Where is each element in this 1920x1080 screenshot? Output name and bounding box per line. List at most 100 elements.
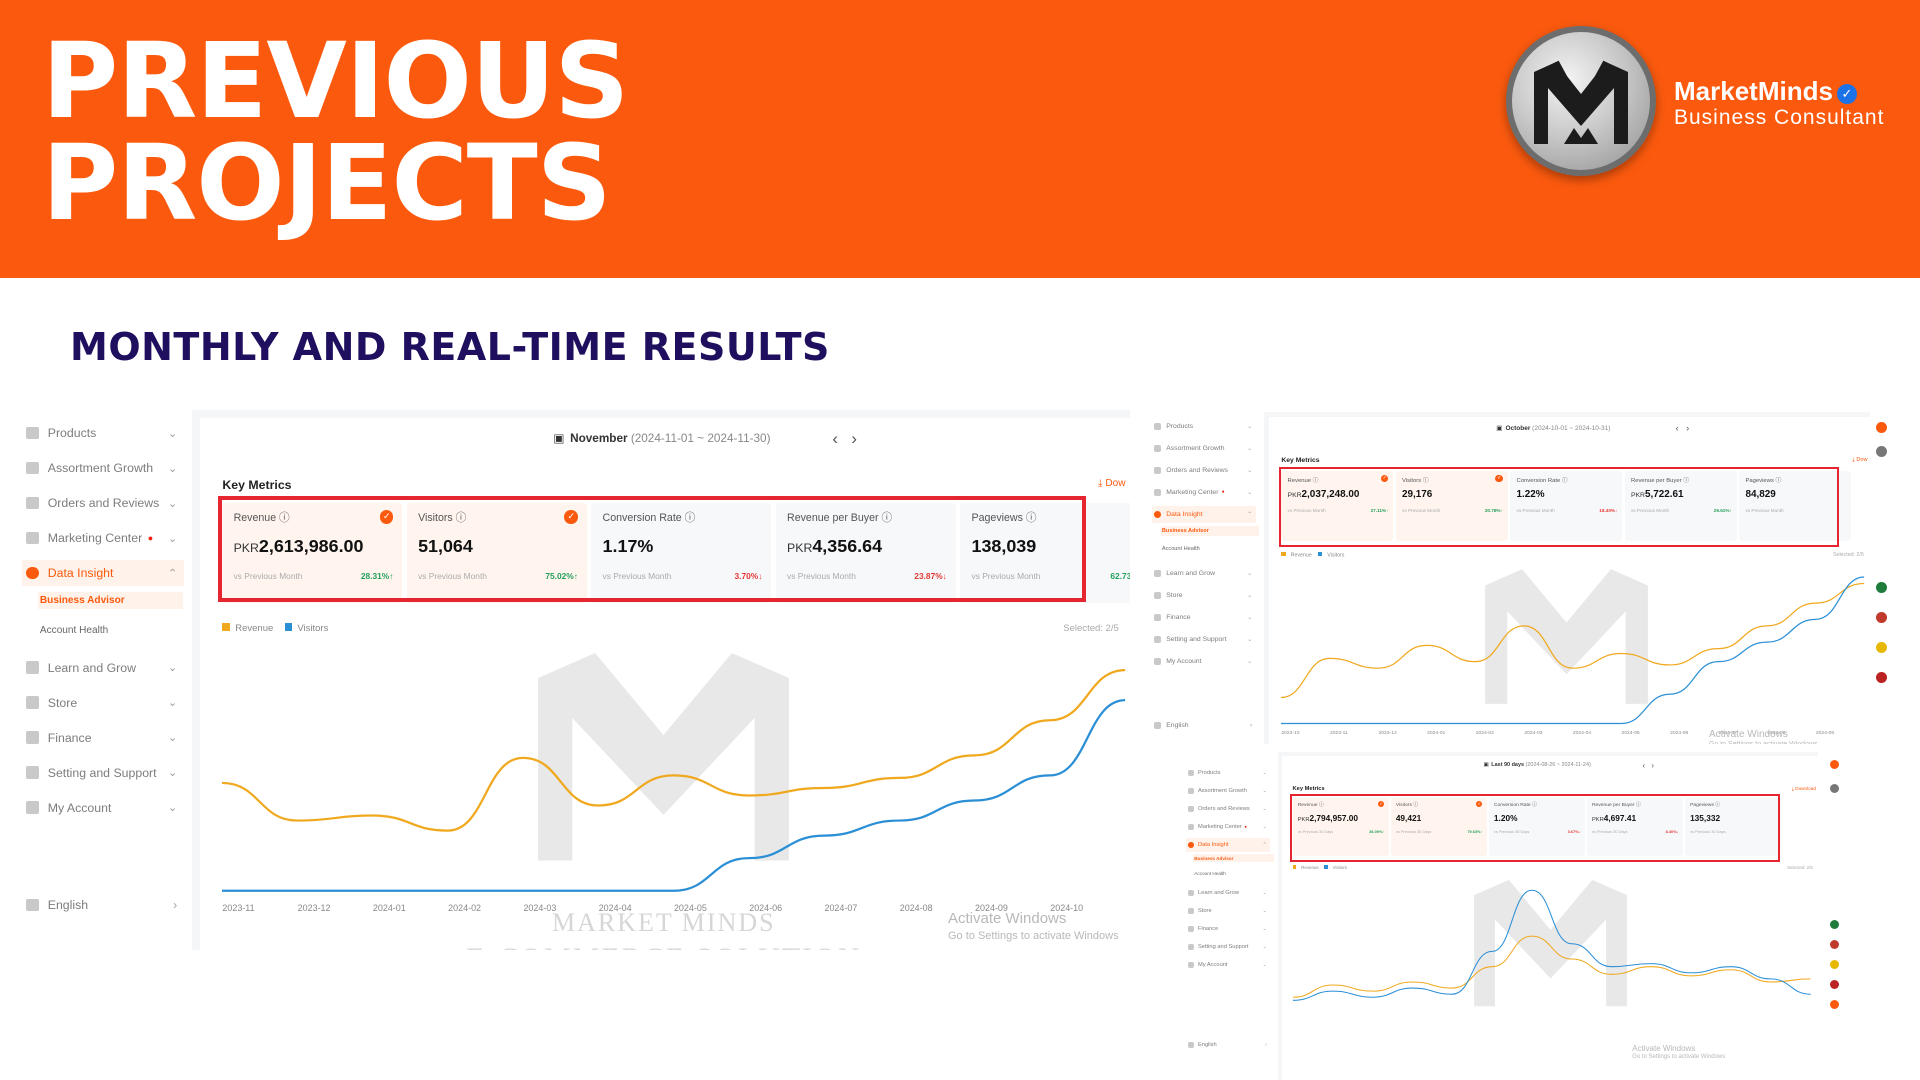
rail-icon[interactable]	[1876, 672, 1887, 683]
sidebar-item-data-insight[interactable]: Data Insight ⌃	[1152, 506, 1256, 523]
watermark-line-1: MARKET MINDS	[552, 908, 776, 937]
sidebar-sub-business-advisor[interactable]: Business Advisor	[1193, 854, 1274, 863]
period-nav[interactable]: ‹›	[1676, 423, 1697, 433]
legend-revenue[interactable]: Revenue	[1281, 551, 1312, 558]
rail-icon[interactable]	[1830, 980, 1839, 989]
sidebar-item-marketing-center[interactable]: Marketing Center ● ⌄	[1152, 484, 1256, 501]
period-nav[interactable]: ‹›	[1643, 761, 1661, 770]
download-button[interactable]: ⤓ Download	[1791, 786, 1816, 792]
date-range-picker[interactable]: ▣ October (2024-10-01 ~ 2024-10-31)	[1496, 424, 1610, 432]
download-button[interactable]: ⤓ Dow	[1098, 478, 1126, 489]
metric-card-pageviews[interactable]: Pageviews ⓘ 84,829 vs Previous Month	[1739, 470, 1852, 541]
sidebar-item-finance[interactable]: Finance ⌄	[22, 725, 184, 751]
sidebar-item-learn-and-grow[interactable]: Learn and Grow ⌄	[1152, 565, 1256, 582]
checked-icon[interactable]: ✓	[1476, 801, 1483, 808]
rail-icon[interactable]	[1830, 940, 1839, 949]
sidebar-item-my-account[interactable]: My Account ⌄	[1152, 653, 1256, 670]
sidebar-item-my-account[interactable]: My Account ⌄	[1186, 959, 1270, 973]
sidebar-item-store[interactable]: Store ⌄	[22, 690, 184, 716]
sidebar-item-data-insight[interactable]: Data Insight ⌃	[1186, 838, 1270, 852]
metric-card-revenue[interactable]: Revenue ⓘ ✓ PKR2,037,248.00 vs Previous Mon…	[1281, 470, 1394, 541]
checked-icon[interactable]: ✓	[564, 510, 578, 524]
date-range-picker[interactable]: ▣ Last 90 days (2024-08-26 ~ 2024-11-24)	[1484, 762, 1591, 768]
rail-icon[interactable]	[1876, 642, 1887, 653]
sidebar-item-finance[interactable]: Finance ⌄	[1186, 923, 1270, 937]
sidebar-item-learn-and-grow[interactable]: Learn and Grow ⌄	[22, 655, 184, 681]
metric-card-conversion-rate[interactable]: Conversion Rate ⓘ 1.22% vs Previous Month 1…	[1510, 470, 1623, 541]
metric-card-revenue[interactable]: Revenue ⓘ ✓ PKR2,794,957.00 vs Previous 30 …	[1292, 797, 1389, 856]
sidebar-sub-business-advisor[interactable]: Business Advisor	[37, 591, 184, 610]
legend-visitors[interactable]: Visitors	[284, 623, 328, 634]
metric-card-visitors[interactable]: Visitors ⓘ ✓ 49,421 vs Previous 30 Days 79.6…	[1390, 797, 1487, 856]
sidebar-item-learn-and-grow[interactable]: Learn and Grow ⌄	[1186, 887, 1270, 901]
sidebar-item-my-account[interactable]: My Account ⌄	[22, 795, 184, 821]
metric-compare-label: vs Previous 30 Days	[1297, 829, 1334, 835]
sidebar-sub-account-health[interactable]: Account Health	[1161, 546, 1200, 553]
sidebar-item-orders-and-reviews[interactable]: Orders and Reviews ⌄	[22, 490, 184, 516]
sidebar-item-marketing-center[interactable]: Marketing Center ● ⌄	[1186, 820, 1270, 834]
sidebar-item-marketing-center[interactable]: Marketing Center ● ⌄	[22, 525, 184, 551]
rail-icon[interactable]	[1830, 920, 1839, 929]
metric-card-revenue-per-buyer[interactable]: Revenue per Buyer ⓘ PKR5,722.61 vs Previou…	[1624, 470, 1737, 541]
language-selector[interactable]: English ›	[22, 898, 184, 912]
menu-icon	[26, 696, 39, 709]
sidebar-item-assortment-growth[interactable]: Assortment Growth ⌄	[22, 455, 184, 481]
rail-icon[interactable]	[1876, 422, 1887, 433]
legend-visitors[interactable]: Visitors	[1317, 551, 1344, 558]
checked-icon[interactable]: ✓	[1380, 474, 1389, 483]
sidebar-item-setting-and-support[interactable]: Setting and Support ⌄	[1186, 941, 1270, 955]
sidebar-item-data-insight[interactable]: Data Insight ⌃	[22, 560, 184, 587]
chevron-left-icon[interactable]: ‹	[1675, 423, 1687, 434]
metric-card-revenue-per-buyer[interactable]: Revenue per Buyer ⓘ PKR4,697.41 vs Previou…	[1586, 797, 1683, 856]
metric-card-visitors[interactable]: Visitors ⓘ ✓ 29,176 vs Previous Month 20.78%…	[1395, 470, 1508, 541]
sidebar-item-orders-and-reviews[interactable]: Orders and Reviews ⌄	[1186, 802, 1270, 816]
metric-card-visitors[interactable]: Visitors ⓘ ✓ 51,064 vs Previous Month 75.02%…	[406, 502, 587, 603]
globe-icon	[26, 898, 39, 912]
sidebar-item-store[interactable]: Store ⌄	[1186, 905, 1270, 919]
date-range-picker[interactable]: ▣ November (2024-11-01 ~ 2024-11-30)	[553, 431, 770, 445]
sidebar-item-setting-and-support[interactable]: Setting and Support ⌄	[1152, 631, 1256, 648]
sidebar-item-store[interactable]: Store ⌄	[1152, 587, 1256, 604]
metric-card-revenue[interactable]: Revenue ⓘ ✓ PKR2,613,986.00 vs Previous Mon…	[222, 502, 403, 603]
sidebar-sub-account-health[interactable]: Account Health	[1194, 871, 1226, 877]
metric-card-conversion-rate[interactable]: Conversion Rate ⓘ 1.20% vs Previous 30 Day…	[1488, 797, 1585, 856]
sidebar-item-products[interactable]: Products ⌄	[22, 420, 184, 446]
language-selector[interactable]: English ›	[1152, 722, 1256, 729]
sidebar-item-assortment-growth[interactable]: Assortment Growth ⌄	[1186, 784, 1270, 798]
chevron-left-icon[interactable]: ‹	[1642, 761, 1652, 771]
chevron-right-icon[interactable]: ›	[1686, 423, 1697, 434]
sidebar-item-orders-and-reviews[interactable]: Orders and Reviews ⌄	[1152, 462, 1256, 479]
sidebar-item-products[interactable]: Products ⌄	[1186, 766, 1270, 780]
rail-icon[interactable]	[1830, 1000, 1839, 1009]
metric-card-conversion-rate[interactable]: Conversion Rate ⓘ 1.17% vs Previous Month 3…	[591, 502, 772, 603]
sidebar-item-setting-and-support[interactable]: Setting and Support ⌄	[22, 760, 184, 786]
sidebar-item-products[interactable]: Products ⌄	[1152, 418, 1256, 435]
rail-icon[interactable]	[1876, 612, 1887, 623]
sidebar-item-finance[interactable]: Finance ⌄	[1152, 609, 1256, 626]
rail-icon[interactable]	[1830, 784, 1839, 793]
chevron-right-icon[interactable]: ›	[851, 429, 871, 449]
rail-icon[interactable]	[1876, 446, 1887, 457]
legend-revenue[interactable]: Revenue	[222, 623, 273, 634]
sidebar-sub-business-advisor[interactable]: Business Advisor	[1160, 525, 1260, 536]
sidebar-sub-account-health[interactable]: Account Health	[39, 624, 109, 636]
metric-number: 1.20%	[1493, 813, 1518, 824]
chevron-right-icon[interactable]: ›	[1651, 761, 1661, 771]
checked-icon[interactable]: ✓	[1378, 801, 1385, 808]
rail-icon[interactable]	[1830, 760, 1839, 769]
checked-icon[interactable]: ✓	[380, 510, 394, 524]
checked-icon[interactable]: ✓	[1495, 474, 1503, 483]
chevron-left-icon[interactable]: ‹	[832, 429, 852, 449]
rail-icon[interactable]	[1876, 582, 1887, 593]
metric-card-pageviews[interactable]: Pageviews ⓘ 135,332 vs Previous 30 Days	[1684, 797, 1781, 856]
language-selector[interactable]: English ›	[1186, 1042, 1270, 1048]
legend-revenue[interactable]: Revenue	[1292, 865, 1319, 870]
rail-icon[interactable]	[1830, 960, 1839, 969]
download-button[interactable]: ⤓ Dow	[1852, 456, 1868, 463]
metric-card-revenue-per-buyer[interactable]: Revenue per Buyer ⓘ PKR4,356.64 vs Previou…	[775, 502, 956, 603]
series-line-visitors	[1292, 890, 1811, 1002]
sidebar-item-assortment-growth[interactable]: Assortment Growth ⌄	[1152, 440, 1256, 457]
legend-visitors[interactable]: Visitors	[1324, 865, 1347, 870]
period-nav[interactable]: ‹›	[832, 429, 870, 449]
metric-card-pageviews[interactable]: Pageviews ⓘ 138,039 vs Previous Month 62.73	[960, 502, 1130, 603]
